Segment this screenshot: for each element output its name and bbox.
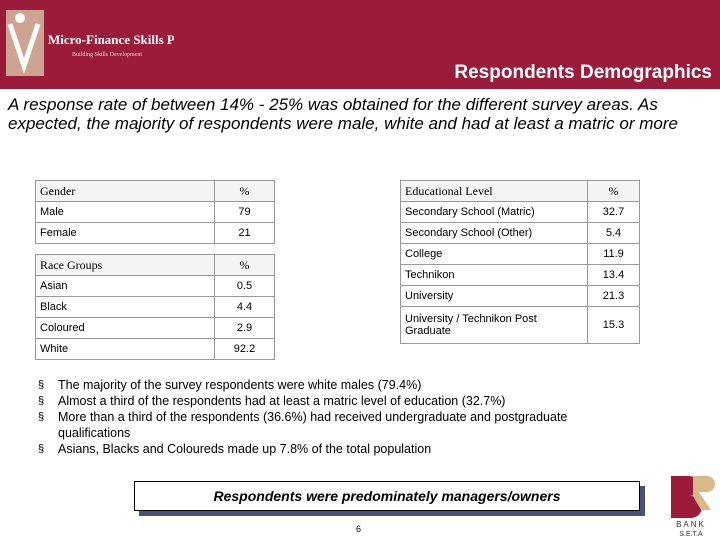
- education-label: University: [400, 285, 588, 307]
- table-row: College 11.9: [400, 243, 640, 265]
- table-row: Coloured 2.9: [35, 317, 275, 339]
- race-header: Race Groups: [35, 254, 215, 276]
- education-value: 21.3: [587, 285, 640, 307]
- callout-box: Respondents were predominately managers/…: [134, 481, 640, 511]
- race-label: Coloured: [35, 317, 215, 339]
- table-row: University 21.3: [400, 285, 640, 307]
- education-value: 5.4: [587, 222, 640, 244]
- table-row: Secondary School (Matric) 32.7: [400, 201, 640, 223]
- list-item: More than a third of the respondents (36…: [38, 409, 598, 441]
- list-item: Almost a third of the respondents had at…: [38, 393, 598, 409]
- logo-tagline: Building Skills Development: [72, 52, 142, 58]
- list-item: Asians, Blacks and Coloureds made up 7.8…: [38, 441, 598, 457]
- education-header: Educational Level: [400, 180, 588, 202]
- education-value: 15.3: [587, 306, 640, 344]
- race-label: Asian: [35, 275, 215, 297]
- page-title: Respondents Demographics: [454, 62, 712, 83]
- micro-finance-logo: Micro-Finance Skills Project Building Sk…: [6, 10, 174, 76]
- race-pct-header: %: [214, 254, 275, 276]
- education-label: College: [400, 243, 588, 265]
- table-row: Technikon 13.4: [400, 264, 640, 286]
- education-label: Secondary School (Other): [400, 222, 588, 244]
- page-number: 6: [356, 524, 362, 534]
- bank-logo-sub: S.E.T.A: [679, 531, 703, 538]
- table-row: Gender %: [35, 180, 275, 202]
- bank-seta-logo: BANK S.E.T.A: [663, 472, 719, 538]
- education-value: 32.7: [587, 201, 640, 223]
- gender-label: Female: [35, 222, 215, 244]
- table-row: Secondary School (Other) 5.4: [400, 222, 640, 244]
- summary-bullets: The majority of the survey respondents w…: [38, 377, 598, 457]
- logo-name: Micro-Finance Skills Project: [48, 32, 174, 47]
- table-row: Black 4.4: [35, 296, 275, 318]
- race-value: 4.4: [214, 296, 275, 318]
- education-pct-header: %: [587, 180, 640, 202]
- race-label: Black: [35, 296, 215, 318]
- education-label: Technikon: [400, 264, 588, 286]
- race-value: 0.5: [214, 275, 275, 297]
- education-label: University / Technikon Post Graduate: [400, 306, 588, 344]
- intro-paragraph: A response rate of between 14% - 25% was…: [8, 95, 678, 133]
- gender-pct-header: %: [214, 180, 275, 202]
- gender-value: 79: [214, 201, 275, 223]
- race-table: Race Groups % Asian 0.5 Black 4.4 Colour…: [35, 254, 275, 360]
- table-row: Female 21: [35, 222, 275, 244]
- table-row: White 92.2: [35, 338, 275, 360]
- gender-label: Male: [35, 201, 215, 223]
- gender-header: Gender: [35, 180, 215, 202]
- race-value: 2.9: [214, 317, 275, 339]
- race-value: 92.2: [214, 338, 275, 360]
- education-value: 11.9: [587, 243, 640, 265]
- table-row: Asian 0.5: [35, 275, 275, 297]
- table-row: University / Technikon Post Graduate 15.…: [400, 306, 640, 344]
- education-label: Secondary School (Matric): [400, 201, 588, 223]
- table-row: Educational Level %: [400, 180, 640, 202]
- header-bar: Micro-Finance Skills Project Building Sk…: [0, 0, 720, 89]
- gender-table: Gender % Male 79 Female 21: [35, 180, 275, 244]
- list-item: The majority of the survey respondents w…: [38, 377, 598, 393]
- table-row: Race Groups %: [35, 254, 275, 276]
- table-row: Male 79: [35, 201, 275, 223]
- bank-logo-letters: BANK: [676, 520, 706, 529]
- race-label: White: [35, 338, 215, 360]
- gender-value: 21: [214, 222, 275, 244]
- education-value: 13.4: [587, 264, 640, 286]
- education-table: Educational Level % Secondary School (Ma…: [400, 180, 640, 344]
